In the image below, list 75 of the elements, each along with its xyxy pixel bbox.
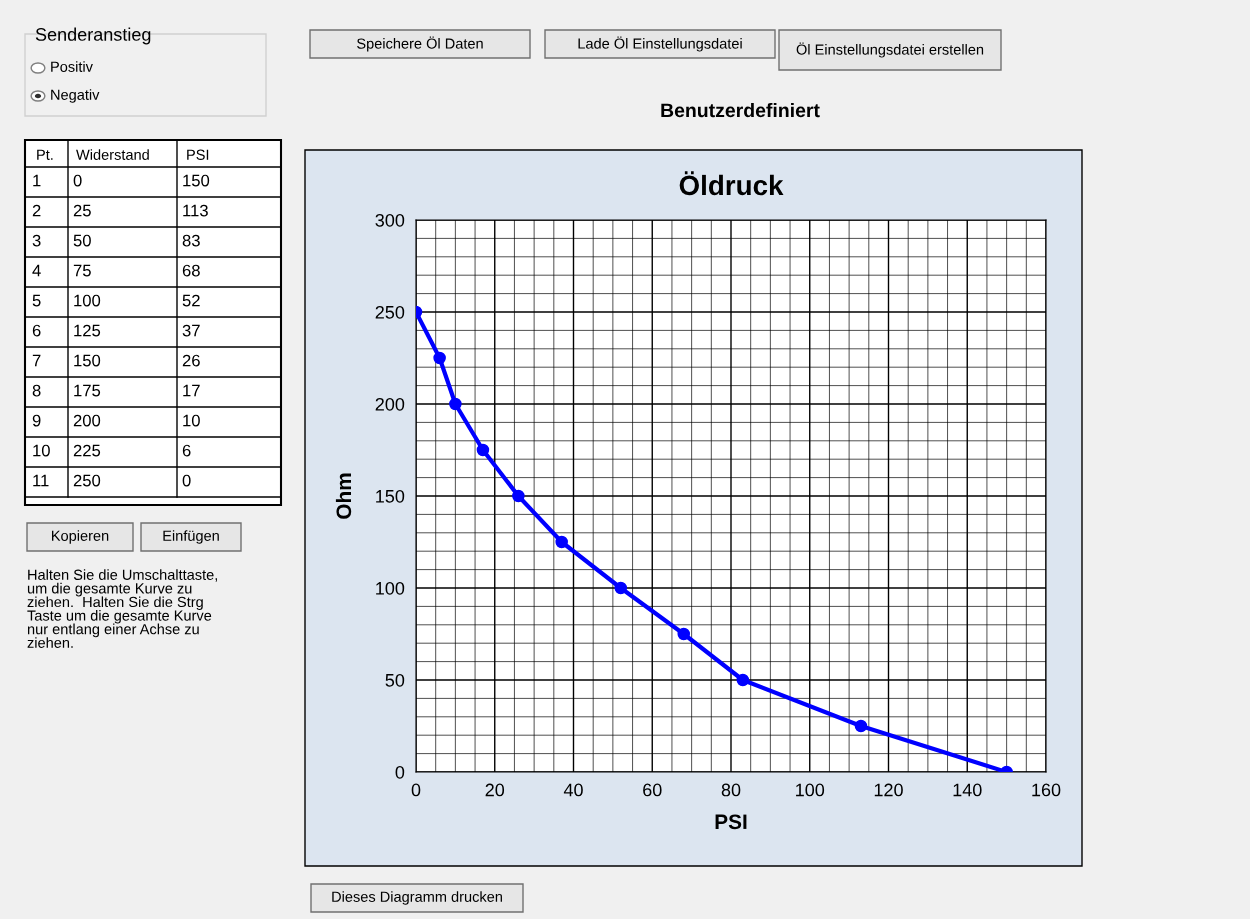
text: 113 — [183, 204, 208, 217]
point — [736, 673, 750, 687]
text: 100 — [74, 294, 101, 307]
text: Speichere Öl Daten — [357, 36, 483, 52]
text: 10 — [183, 414, 200, 427]
text: Dieses Diagramm drucken — [332, 891, 502, 905]
y-tick-label: 0 — [395, 765, 405, 779]
point — [555, 535, 568, 549]
text: Positiv — [51, 61, 93, 72]
text: 125 — [74, 324, 101, 337]
point — [854, 719, 868, 733]
text: 68 — [182, 264, 200, 277]
text: 150 — [183, 174, 210, 187]
point — [614, 581, 628, 595]
point — [449, 397, 462, 411]
x-tick-label: 20 — [485, 783, 505, 797]
text: 5 — [32, 294, 41, 307]
y-tick-label: 200 — [375, 397, 405, 411]
text: 50 — [73, 234, 91, 247]
text: 4 — [32, 264, 41, 277]
text: 1 — [33, 174, 41, 187]
text: Kopieren — [52, 530, 109, 544]
text: 83 — [182, 234, 200, 247]
x-tick-label: 120 — [874, 783, 903, 797]
text: 0 — [73, 174, 82, 187]
text: 6 — [182, 444, 191, 457]
text: Lade Öl Einstellungsdatei — [578, 36, 742, 52]
x-tick-label: 40 — [563, 783, 583, 797]
text: 200 — [73, 414, 101, 427]
text: 6 — [32, 324, 41, 337]
text: 7 — [32, 354, 41, 367]
x-tick-label: 60 — [643, 783, 662, 797]
text: 52 — [182, 294, 200, 307]
text: 25 — [73, 204, 91, 217]
x-tick-label: 100 — [796, 783, 825, 797]
text: Negativ — [51, 89, 100, 103]
x-tick-label: 160 — [1032, 783, 1061, 797]
chart-subtitle: Benutzerdefiniert — [661, 102, 820, 118]
text: 150 — [74, 354, 101, 367]
text: Halten Sie die Umschalttaste, um die gesamte Kurve zu ziehen. Halten Sie die Strg Taste um die gesamte Kurve nur entlang einer Achse zu ziehen. — [27, 569, 217, 648]
x-tick-label: 0 — [411, 783, 421, 797]
text: 37 — [182, 324, 200, 337]
text: 17 — [183, 384, 200, 397]
text: Senderanstieg — [35, 27, 151, 45]
text: Öl Einstellungsdatei erstellen — [796, 42, 984, 58]
x-axis-title: PSI — [715, 814, 747, 830]
text: 75 — [73, 264, 91, 277]
y-tick-label: 300 — [375, 213, 405, 227]
text: PSI — [187, 149, 209, 160]
text: 10 — [33, 444, 50, 457]
text: 2 — [32, 204, 41, 217]
y-tick-label: 250 — [375, 305, 405, 319]
point — [677, 627, 691, 641]
y-axis-title: Ohm — [335, 473, 352, 519]
point — [433, 351, 446, 365]
text: 225 — [73, 444, 101, 457]
text: 9 — [32, 414, 41, 427]
x-tick-label: 140 — [953, 783, 982, 797]
text: 0 — [182, 474, 191, 487]
chart-title: Öldruck — [679, 171, 784, 196]
text: 11 — [33, 474, 49, 487]
x-tick-label: 80 — [721, 783, 741, 797]
y-tick-label: 100 — [376, 581, 405, 595]
text: Widerstand — [76, 149, 149, 160]
text: Pt. — [37, 149, 53, 160]
text: 3 — [32, 234, 41, 247]
text: Einfügen — [163, 530, 219, 544]
text: 250 — [73, 474, 101, 487]
y-tick-label: 50 — [385, 673, 405, 687]
point — [512, 489, 525, 503]
text: 26 — [182, 354, 200, 367]
text: 175 — [74, 384, 101, 397]
point — [476, 443, 490, 457]
y-tick-label: 150 — [376, 489, 405, 503]
text: 8 — [32, 384, 41, 397]
